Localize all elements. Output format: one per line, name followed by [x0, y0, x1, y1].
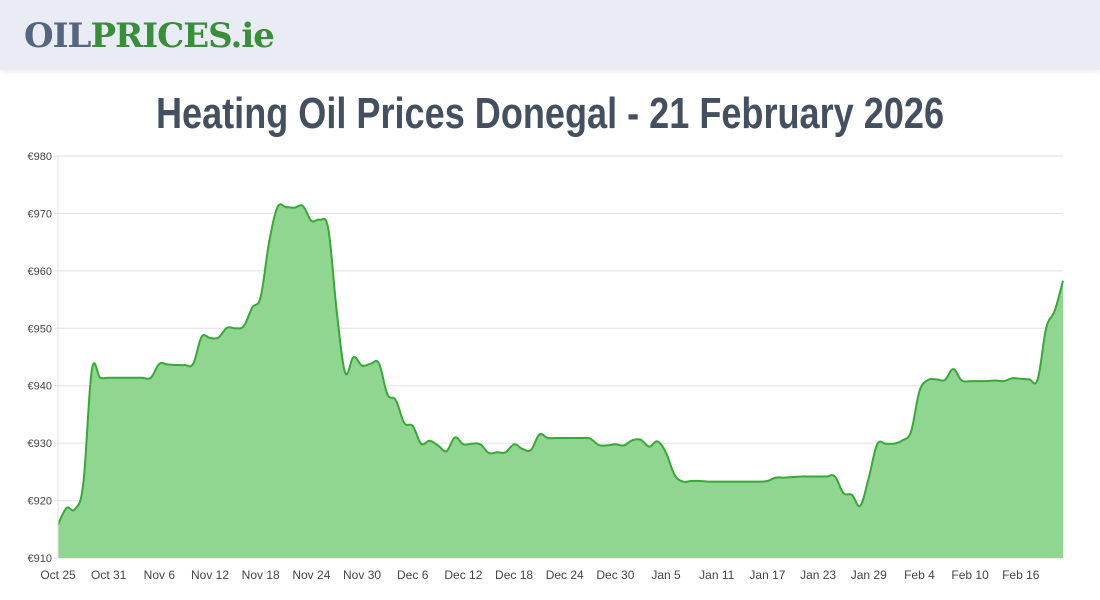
site-logo[interactable]: OILPRICES.ie [24, 16, 275, 56]
x-tick-label: Feb 10 [951, 568, 989, 582]
x-axis: Oct 25 Oct 31 Nov 6 Nov 12 Nov 18 Nov 24 Nov 3… [40, 568, 1039, 582]
x-tick-label: Jan 5 [651, 568, 681, 582]
page-title: Heating Oil Prices Donegal - 21 February… [155, 89, 945, 138]
y-tick-label: €960 [28, 266, 52, 278]
x-tick-label: Nov 6 [144, 568, 176, 582]
logo-prices-text: PRICES.ie [90, 16, 274, 56]
x-tick-label: Jan 23 [800, 568, 836, 582]
y-axis: €910 €920 €930 €940 €950 €960 €970 €980 [28, 151, 52, 565]
price-line[interactable] [57, 203, 1064, 526]
x-tick-label: Nov 30 [343, 568, 381, 582]
y-tick-label: €950 [28, 323, 52, 335]
x-tick-label: Dec 18 [495, 568, 533, 582]
x-tick-label: Jan 17 [749, 568, 785, 582]
x-tick-label: Oct 31 [91, 568, 127, 582]
price-area-fill [58, 204, 1063, 558]
x-tick-label: Nov 18 [242, 568, 280, 582]
x-tick-label: Dec 6 [397, 568, 429, 582]
y-tick-label: €910 [28, 553, 52, 565]
x-tick-label: Dec 12 [444, 568, 482, 582]
x-tick-label: Nov 12 [191, 568, 229, 582]
x-tick-label: Jan 11 [699, 568, 734, 582]
y-tick-label: €980 [28, 151, 52, 163]
x-tick-label: Jan 29 [851, 568, 887, 582]
x-tick-label: Oct 25 [40, 568, 76, 582]
logo-oil-text: OIL [24, 16, 91, 56]
x-tick-label: Feb 16 [1002, 568, 1040, 582]
y-tick-label: €970 [28, 208, 52, 220]
y-tick-label: €930 [28, 438, 52, 450]
x-tick-label: Feb 4 [904, 568, 935, 582]
y-tick-label: €920 [28, 496, 52, 508]
x-tick-label: Dec 24 [546, 568, 584, 582]
y-tick-label: €940 [28, 381, 52, 393]
site-header: OILPRICES.ie [0, 0, 1100, 70]
x-tick-label: Nov 24 [292, 568, 330, 582]
x-tick-label: Dec 30 [596, 568, 634, 582]
